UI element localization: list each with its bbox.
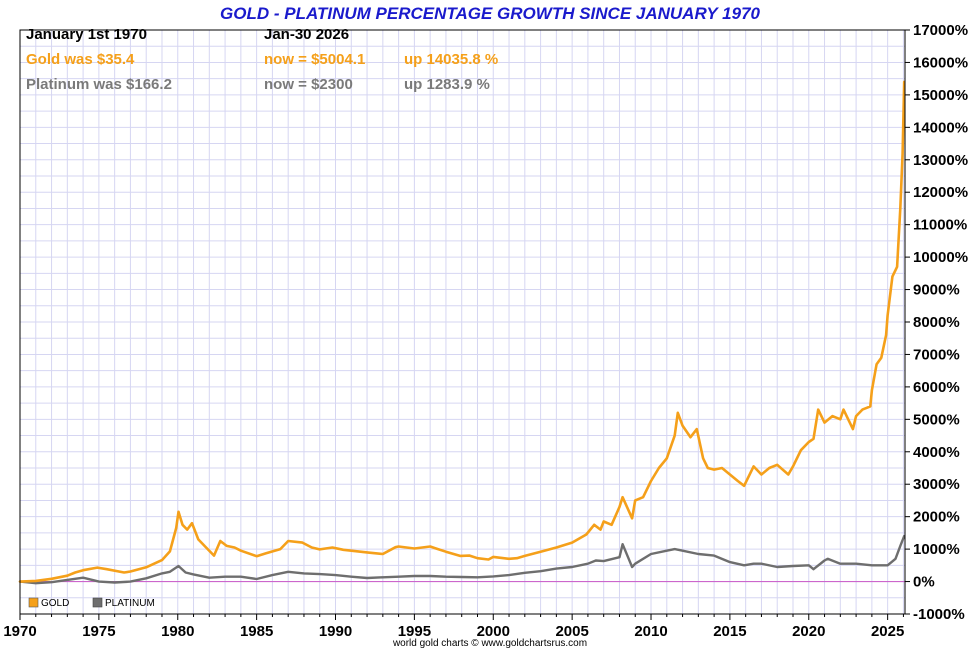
platinum-up-label: up 1283.9 % [404,76,490,93]
y-tick-label: 16000% [913,54,968,71]
series-line-gold [18,80,906,583]
y-tick-label: 10000% [913,249,968,266]
x-tick-label: 2010 [634,623,667,640]
legend: GOLD PLATINUM [28,597,155,609]
y-tick-label: 14000% [913,119,968,136]
grid [19,29,905,615]
x-tick-label: 2000 [477,623,510,640]
y-tick-label: 8000% [913,314,960,331]
platinum-now-label: now = $2300 [264,76,353,93]
x-tick-label: 1980 [161,623,194,640]
platinum-was-label: Platinum was $166.2 [26,76,172,93]
y-axis: -1000% 0% 1000% 2000% 3000% 4000% 5000% 6000% 70… [905,22,968,623]
y-tick-label: 2000% [913,509,960,526]
x-axis: 1970 1975 1980 1985 1990 1995 2000 2005 2010 2015… [3,614,904,640]
y-tick-label: 0% [913,574,935,591]
legend-swatch-gold [28,597,39,608]
gold-up-label: up 14035.8 % [404,51,498,68]
x-tick-label: 2025 [871,623,904,640]
x-tick-label: 1975 [82,623,115,640]
x-tick-label: 2020 [792,623,825,640]
plot-border [19,29,906,615]
y-tick-label: 4000% [913,444,960,461]
y-tick-label: -1000% [913,606,965,623]
chart-title: GOLD - PLATINUM PERCENTAGE GROWTH SINCE … [220,4,761,23]
y-tick-label: 15000% [913,87,968,104]
info-panel: January 1st 1970 Jan-30 2026 Gold was $3… [26,26,498,93]
gold-now-label: now = $5004.1 [264,51,365,68]
y-tick-label: 5000% [913,411,960,428]
y-tick-label: 13000% [913,152,968,169]
x-tick-label: 1970 [3,623,36,640]
x-tick-label: 1995 [398,623,431,640]
x-tick-label: 1990 [319,623,352,640]
series-line-platinum [18,534,906,585]
legend-label-gold: GOLD [41,598,69,609]
y-tick-label: 9000% [913,282,960,299]
y-tick-label: 1000% [913,541,960,558]
y-tick-label: 7000% [913,346,960,363]
legend-swatch-platinum [92,597,103,608]
x-tick-label: 1985 [240,623,273,640]
start-date-label: January 1st 1970 [26,26,147,43]
end-date-label: Jan-30 2026 [264,26,349,43]
x-tick-label: 2005 [555,623,588,640]
series-layer [18,80,906,585]
y-tick-label: 6000% [913,379,960,396]
gold-was-label: Gold was $35.4 [26,51,135,68]
legend-label-platinum: PLATINUM [105,598,155,609]
y-tick-label: 11000% [913,217,967,234]
x-tick-label: 2015 [713,623,746,640]
y-tick-label: 17000% [913,22,968,39]
y-tick-label: 3000% [913,476,960,493]
source-credit: world gold charts © www.goldchartsrus.co… [392,638,587,649]
y-tick-label: 12000% [913,184,968,201]
